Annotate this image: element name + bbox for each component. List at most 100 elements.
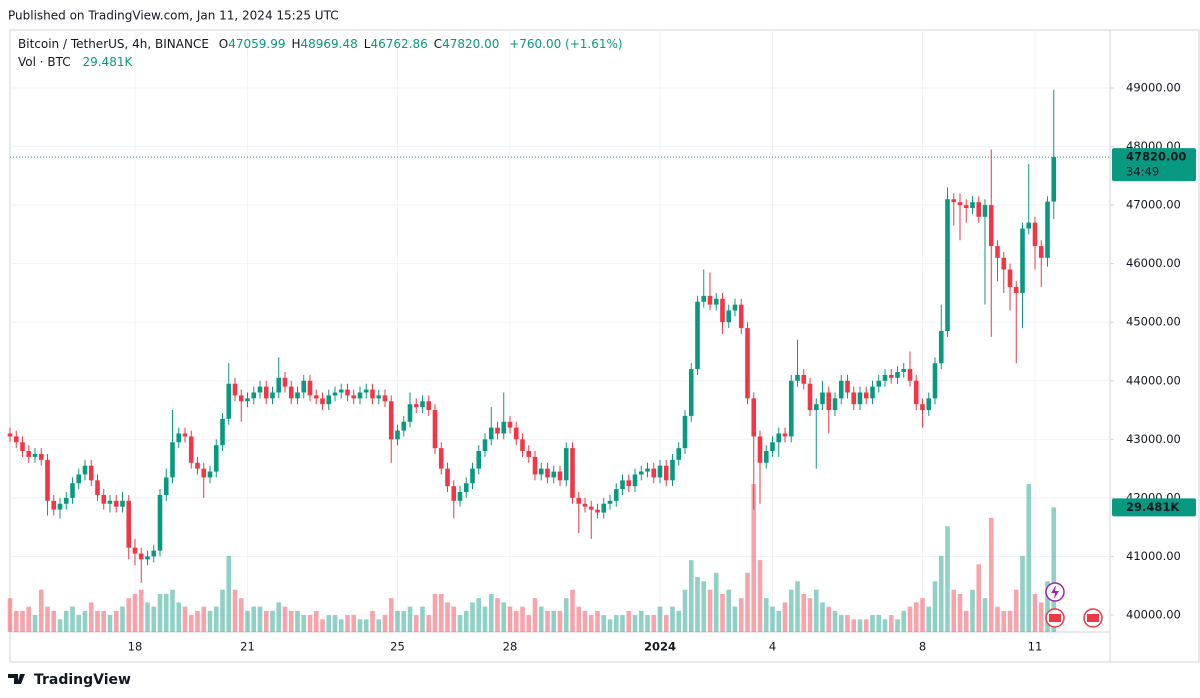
volume-bar xyxy=(738,598,744,632)
volume-bar xyxy=(182,606,188,632)
candle-body xyxy=(957,202,963,206)
candle-body xyxy=(201,468,207,478)
volume-bar xyxy=(126,598,132,632)
candle-body xyxy=(920,404,925,411)
volume-bar xyxy=(988,517,994,632)
volume-bar xyxy=(670,606,675,632)
volume-bar xyxy=(745,572,750,632)
candle-body xyxy=(438,448,444,469)
candle-body xyxy=(982,205,988,217)
candle-body xyxy=(557,471,563,481)
candle-body xyxy=(688,369,694,416)
volume-bar xyxy=(876,615,882,632)
candle-body xyxy=(838,380,844,399)
volume-bar xyxy=(932,581,938,632)
candle-body xyxy=(670,459,675,481)
volume-bar xyxy=(351,615,357,632)
volume-bar xyxy=(851,619,857,632)
ohlc-prefix: O xyxy=(219,37,228,51)
y-tick-label: 43000.00 xyxy=(1126,432,1181,446)
candle-body xyxy=(332,392,338,396)
volume-bar xyxy=(495,598,500,632)
candle-body xyxy=(270,392,275,399)
candle-body xyxy=(632,474,638,487)
grid xyxy=(10,30,1110,632)
volume-bar xyxy=(307,615,313,632)
candle-body xyxy=(995,246,1000,258)
volume-bar xyxy=(120,606,125,632)
candle-body xyxy=(101,494,107,504)
volume-bar xyxy=(407,606,413,632)
volume-bar xyxy=(526,615,532,632)
ohlc-legend: O47059.99 H48969.48 L46762.86 C47820.00 xyxy=(219,37,500,51)
candle-body xyxy=(570,448,575,498)
volume-bar xyxy=(1020,555,1025,632)
candle-body xyxy=(820,392,825,405)
candle-body xyxy=(888,374,894,378)
candle-body xyxy=(1032,222,1038,247)
ohlc-prefix: L xyxy=(364,37,371,51)
volume-bar xyxy=(588,615,594,632)
volume-bar xyxy=(76,615,82,632)
volume-bar xyxy=(101,610,107,632)
volume-bar xyxy=(51,610,57,632)
candle-body xyxy=(713,298,719,305)
volume-bar xyxy=(788,589,794,632)
candle-body xyxy=(138,553,144,560)
candle-body xyxy=(7,433,13,437)
volume-bar xyxy=(963,610,969,632)
candle-body xyxy=(876,380,882,387)
volume-title: Vol · BTC xyxy=(18,55,71,69)
volume-bar xyxy=(901,610,907,632)
candle-body xyxy=(301,380,307,393)
volume-bar xyxy=(413,615,419,632)
volume-bar xyxy=(563,598,569,632)
ohlc-value: 48969.48 xyxy=(301,37,358,51)
volume-bar xyxy=(338,619,344,632)
candle-body xyxy=(1045,201,1050,258)
candle-body xyxy=(320,398,325,405)
candle-body xyxy=(1013,287,1019,293)
candle-body xyxy=(113,500,119,507)
candle-body xyxy=(913,380,919,405)
volume-bar xyxy=(776,610,782,632)
volume-bar xyxy=(232,589,238,632)
candles xyxy=(7,89,1057,583)
candle-body xyxy=(357,392,363,399)
candle-body xyxy=(613,489,619,501)
volume-bar xyxy=(545,610,550,632)
candle-body xyxy=(426,401,432,411)
volume-bar xyxy=(451,606,457,632)
volume-bar xyxy=(976,564,982,632)
volume-bar xyxy=(720,593,725,632)
volume-bar xyxy=(820,602,825,632)
candle-body xyxy=(507,421,513,428)
volume-bar xyxy=(132,593,138,632)
candle-body xyxy=(420,401,425,408)
candle-body xyxy=(307,380,313,396)
volume-bar xyxy=(926,606,932,632)
candle-body xyxy=(145,556,150,560)
volume-bar xyxy=(801,593,807,632)
candle-body xyxy=(763,451,769,463)
volume-bar xyxy=(145,602,150,632)
candle-body xyxy=(901,369,907,372)
candle-body xyxy=(207,471,213,478)
candle-body xyxy=(195,462,200,469)
candle-body xyxy=(370,389,375,399)
volume-bar xyxy=(920,598,925,632)
volume-value: 29.481K xyxy=(82,55,133,69)
candle-body xyxy=(538,468,544,475)
candle-body xyxy=(545,468,550,478)
volume-bar xyxy=(213,606,219,632)
candle-body xyxy=(576,497,582,504)
volume-bar xyxy=(895,619,900,632)
volume-bar xyxy=(195,610,200,632)
candle-body xyxy=(238,395,244,402)
volume-bar xyxy=(970,589,975,632)
volume-bar xyxy=(420,606,425,632)
volume-bar xyxy=(107,615,113,632)
candle-body xyxy=(695,301,700,370)
x-tick-label: 11 xyxy=(1028,640,1043,654)
volume-tag xyxy=(1112,498,1196,517)
